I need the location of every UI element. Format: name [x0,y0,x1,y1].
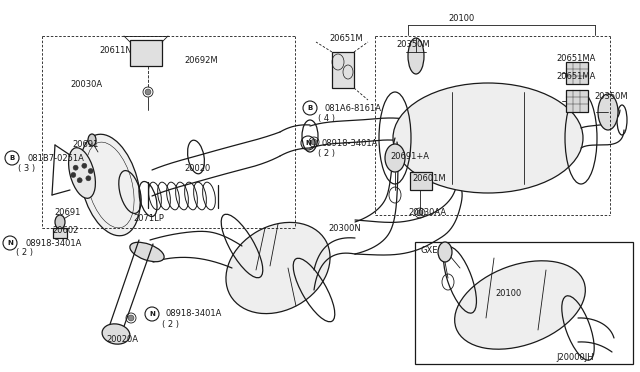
Text: ( 2 ): ( 2 ) [16,247,33,257]
Text: 20651M: 20651M [329,33,363,42]
Ellipse shape [393,83,583,193]
Text: GXE: GXE [421,246,438,254]
Text: 20100: 20100 [495,289,521,298]
Ellipse shape [88,134,96,146]
Ellipse shape [417,210,423,216]
Ellipse shape [77,178,82,183]
Ellipse shape [311,139,317,145]
Ellipse shape [86,176,91,181]
Bar [130,40,162,66]
Bar [415,242,633,364]
Text: ( 2 ): ( 2 ) [162,321,179,330]
Text: 20651MA: 20651MA [556,71,595,80]
Text: B: B [10,155,15,161]
Text: 20020: 20020 [184,164,211,173]
Ellipse shape [145,89,151,95]
Ellipse shape [438,242,452,262]
Text: N: N [305,140,311,146]
Text: ( 4 ): ( 4 ) [318,113,335,122]
Text: 20691: 20691 [72,140,99,148]
Bar [566,90,588,112]
Ellipse shape [88,169,93,174]
Bar [53,228,67,238]
Bar [410,172,432,190]
Text: N: N [7,240,13,246]
Text: 20020A: 20020A [106,336,138,344]
Ellipse shape [82,163,87,168]
Ellipse shape [68,148,95,198]
Text: ( 2 ): ( 2 ) [318,148,335,157]
Ellipse shape [454,261,586,349]
Ellipse shape [102,324,130,344]
Text: 20350M: 20350M [396,39,429,48]
Text: 20300N: 20300N [328,224,361,232]
Ellipse shape [73,165,78,170]
Text: 20651MA: 20651MA [556,54,595,62]
Text: 20601M: 20601M [412,173,445,183]
Text: J20000JH: J20000JH [556,353,594,362]
Text: 08918-3401A: 08918-3401A [25,238,81,247]
Bar [566,62,588,84]
Text: 20692M: 20692M [184,55,218,64]
Ellipse shape [408,38,424,74]
Ellipse shape [80,134,140,236]
Text: 20691+A: 20691+A [390,151,429,160]
Text: 20030A: 20030A [70,80,102,89]
Text: 2071LP: 2071LP [133,214,164,222]
Ellipse shape [226,222,330,314]
Text: 081A6-8161A: 081A6-8161A [325,103,382,112]
Ellipse shape [128,315,134,321]
Ellipse shape [385,144,405,172]
Text: 20691: 20691 [54,208,81,217]
Text: 20100: 20100 [449,13,475,22]
Ellipse shape [55,215,65,229]
Ellipse shape [598,94,618,130]
Text: 08918-3401A: 08918-3401A [165,310,221,318]
Bar [332,52,354,88]
Ellipse shape [130,242,164,262]
Text: 20611N: 20611N [99,45,132,55]
Text: 081B7-0251A: 081B7-0251A [27,154,84,163]
Text: 20030AA: 20030AA [408,208,446,217]
Text: 20602: 20602 [52,225,78,234]
Text: 20350M: 20350M [594,92,628,100]
Text: N: N [149,311,155,317]
Ellipse shape [71,173,76,177]
Text: B: B [307,105,312,111]
Text: 08918-3401A: 08918-3401A [322,138,378,148]
Text: ( 3 ): ( 3 ) [18,164,35,173]
